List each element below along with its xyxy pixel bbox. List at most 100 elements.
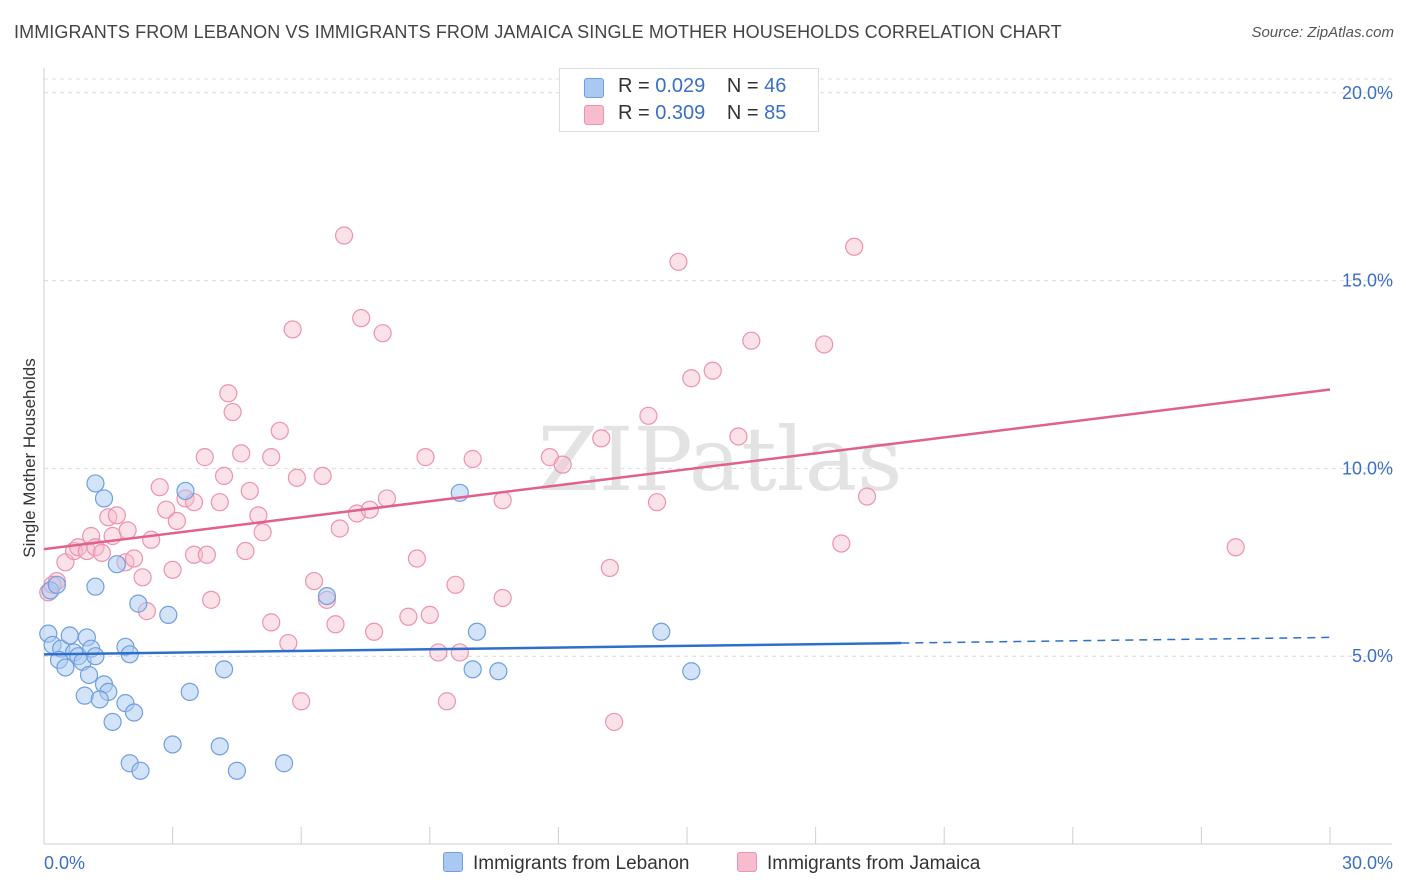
jamaica-point [214, 466, 234, 486]
jamaica-point [195, 448, 214, 467]
lebanon-point [75, 686, 94, 705]
lebanon-point [124, 703, 144, 722]
jamaica-legend-swatch [737, 852, 757, 872]
jamaica-point [815, 335, 834, 354]
trend-lines [43, 388, 1331, 656]
jamaica-point [493, 491, 512, 510]
jamaica-point [463, 449, 482, 469]
lebanon-point [682, 662, 701, 681]
jamaica-point [407, 549, 427, 568]
lebanon-legend-swatch [443, 852, 463, 872]
jamaica-point [167, 511, 186, 531]
legend-n-label: N = [726, 102, 759, 124]
lebanon-point [463, 660, 482, 679]
lebanon-point [227, 761, 246, 780]
jamaica-point [742, 331, 761, 350]
lebanon-point [176, 481, 195, 501]
jamaica-point [845, 237, 864, 256]
legend-r-value: 0.309 [655, 102, 706, 124]
lebanon-legend-label: Immigrants from Lebanon [473, 853, 690, 874]
watermark: ZIPatlas [538, 408, 903, 511]
lebanon-point [467, 622, 487, 641]
jamaica-point [292, 692, 311, 711]
jamaica-point [150, 478, 169, 497]
jamaica-point [399, 607, 418, 626]
jamaica-point [197, 545, 216, 564]
x-tick-label: 30.0% [1342, 853, 1393, 873]
lebanon-point [103, 712, 122, 732]
jamaica-point [283, 320, 302, 339]
lebanon-point [210, 737, 229, 756]
jamaica-swatch [584, 105, 604, 125]
jamaica-point [279, 633, 298, 653]
y-tick-label: 20.0% [1342, 83, 1393, 103]
jamaica-point [202, 590, 221, 609]
jamaica-point [420, 605, 439, 624]
jamaica-point [605, 712, 624, 732]
jamaica-point [1226, 538, 1245, 557]
legend-item-jamaica[interactable]: Immigrants from Jamaica [737, 852, 980, 875]
tick-labels: 5.0% 10.0% 15.0% 20.0% 0.0% 30.0% [44, 83, 1393, 873]
jamaica-point [118, 521, 137, 540]
jamaica-point [600, 558, 619, 578]
jamaica-point [287, 468, 307, 487]
jamaica-point [236, 541, 255, 561]
lebanon-point [652, 622, 671, 641]
lebanon-point [86, 647, 105, 666]
jamaica-point [373, 324, 392, 343]
jamaica-legend-label: Immigrants from Jamaica [767, 853, 981, 874]
jamaica-point [729, 427, 748, 446]
lebanon-point [274, 754, 294, 773]
jamaica-point [437, 692, 457, 711]
jamaica-point [682, 369, 701, 388]
jamaica-point [262, 448, 281, 467]
jamaica-point [107, 506, 126, 525]
lebanon-trend-line [43, 641, 902, 656]
jamaica-point [857, 487, 877, 506]
legend-row-jamaica: R = 0.309 N = 85 [584, 102, 787, 125]
y-axis-title: Single Mother Households [20, 358, 39, 557]
jamaica-point [416, 448, 435, 467]
jamaica-point [639, 406, 658, 425]
legend-r-label: R = [618, 75, 650, 97]
lebanon-point [90, 690, 109, 709]
jamaica-point [669, 252, 688, 271]
jamaica-trend-line [43, 388, 1331, 551]
lebanon-point [86, 577, 105, 596]
legend-r-label: R = [618, 102, 650, 124]
jamaica-point [232, 444, 251, 463]
jamaica-point [592, 429, 611, 448]
lebanon-point [163, 735, 182, 754]
jamaica-point [210, 493, 229, 512]
source-credit: Source: ZipAtlas.com [1251, 24, 1394, 41]
lebanon-point [180, 682, 199, 701]
legend-n-value: 46 [764, 75, 787, 97]
jamaica-point [446, 575, 465, 594]
lebanon-point [86, 474, 105, 493]
jamaica-point [832, 534, 851, 553]
legend-n-label: N = [726, 75, 759, 97]
legend-row-lebanon: R = 0.029 N = 46 [584, 75, 787, 98]
jamaica-point [377, 489, 397, 508]
jamaica-point [352, 309, 371, 328]
jamaica-point [270, 421, 289, 440]
legend-n-value: 85 [764, 102, 787, 124]
lebanon-point [47, 575, 66, 594]
lebanon-point [129, 594, 148, 613]
lebanon-point [131, 761, 150, 780]
lebanon-point [60, 626, 79, 645]
lebanon-point [107, 555, 126, 574]
legend-item-lebanon[interactable]: Immigrants from Lebanon [443, 852, 690, 875]
lebanon-points [39, 474, 701, 780]
y-tick-label: 5.0% [1352, 646, 1393, 666]
legend-r-value: 0.029 [655, 75, 706, 97]
y-tick-label: 15.0% [1342, 271, 1393, 291]
lebanon-trend-extension [901, 636, 1331, 644]
jamaica-point [429, 643, 448, 662]
stats-legend: R = 0.029 N = 46 R = 0.309 N = 85 [559, 68, 819, 132]
lebanon-point [159, 605, 178, 624]
lebanon-point [214, 660, 234, 679]
jamaica-point [133, 568, 152, 587]
jamaica-point [334, 226, 354, 245]
